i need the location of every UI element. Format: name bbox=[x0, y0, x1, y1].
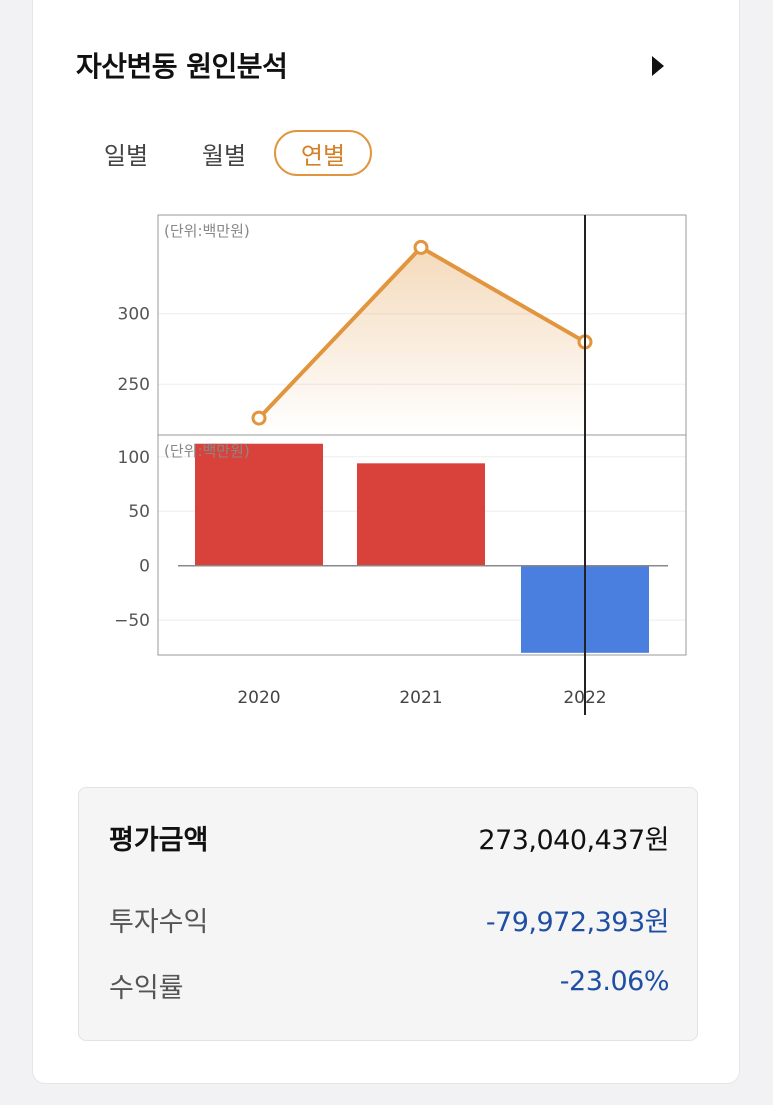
line-unit-label: (단위:백만원) bbox=[164, 222, 250, 240]
bar bbox=[357, 463, 485, 566]
bar-y-tick-label: 50 bbox=[128, 502, 150, 522]
x-tick-label: 2021 bbox=[399, 688, 442, 708]
summary-box: 평가금액 273,040,437원 투자수익 -79,972,393원 수익률 … bbox=[78, 787, 698, 1041]
bar bbox=[195, 443, 323, 566]
bar-y-tick-label: −50 bbox=[114, 611, 150, 631]
section-title: 자산변동 원인분석 bbox=[76, 50, 288, 83]
x-tick-label: 2022 bbox=[563, 688, 606, 708]
bar-unit-label: (단위:백만원) bbox=[164, 442, 250, 460]
profit-value: -79,972,393원 bbox=[485, 907, 670, 938]
bar-y-tick-label: 100 bbox=[118, 448, 150, 468]
tab-daily[interactable]: 일별 bbox=[103, 141, 149, 170]
line-y-tick-label: 300 bbox=[118, 305, 150, 325]
valuation-label: 평가금액 bbox=[109, 825, 209, 856]
bar-panel-frame bbox=[157, 434, 687, 656]
expand-button[interactable] bbox=[640, 50, 676, 82]
return-rate-value: -23.06% bbox=[559, 966, 670, 997]
tab-yearly[interactable]: 연별 bbox=[274, 130, 372, 176]
tab-monthly[interactable]: 월별 bbox=[201, 141, 247, 170]
line-area bbox=[259, 247, 585, 435]
profit-label: 투자수익 bbox=[109, 907, 209, 938]
line-point bbox=[413, 239, 429, 255]
x-tick-label: 2020 bbox=[237, 688, 280, 708]
return-rate-label: 수익률 bbox=[109, 973, 184, 1004]
valuation-value: 273,040,437원 bbox=[478, 825, 669, 856]
bar-y-tick-label: 0 bbox=[139, 557, 150, 577]
play-right-icon bbox=[652, 56, 664, 76]
line-y-tick-label: 250 bbox=[118, 375, 150, 395]
line-point bbox=[251, 410, 267, 426]
asset-change-chart[interactable]: 250 300 100 50 0 −50 (단위:백만원) (단위:백만원) 2020 2021 2… bbox=[0, 0, 773, 760]
